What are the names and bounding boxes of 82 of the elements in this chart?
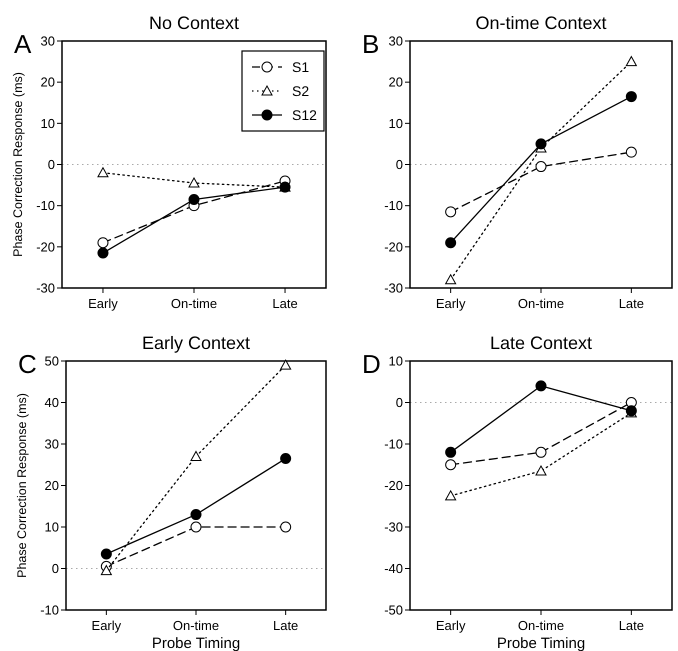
point xyxy=(445,274,456,284)
x-tick-label: On-time xyxy=(518,296,564,311)
x-tick-label: On-time xyxy=(518,618,564,633)
y-tick-label: -30 xyxy=(384,280,403,296)
y-tick-label: 20 xyxy=(44,478,59,494)
x-tick-label: On-time xyxy=(172,618,220,633)
legend-label: S2 xyxy=(292,82,310,99)
x-tick-label: Late xyxy=(618,618,644,633)
point xyxy=(280,522,292,532)
text: C xyxy=(18,349,37,379)
chart-title: On-time Context xyxy=(475,13,607,33)
y-tick-label: -10 xyxy=(384,198,403,214)
point xyxy=(445,459,456,470)
text: A xyxy=(14,29,32,59)
y-tick-label: -20 xyxy=(384,478,403,494)
y-tick-label: 0 xyxy=(396,395,403,410)
point xyxy=(536,446,546,458)
point xyxy=(445,446,456,458)
y-tick-label: -30 xyxy=(384,520,403,535)
point xyxy=(97,167,108,178)
x-tick-label: On-time xyxy=(170,296,218,311)
point xyxy=(626,146,637,158)
x-axis-title: Probe Timing xyxy=(496,635,586,651)
point xyxy=(190,522,202,532)
point xyxy=(97,237,108,248)
y-tick-label: 40 xyxy=(44,395,59,410)
point xyxy=(445,490,456,500)
y-tick-label: -40 xyxy=(384,561,403,576)
y-tick-label: 10 xyxy=(388,354,403,369)
y-tick-label: -10 xyxy=(36,198,55,214)
x-tick-label: Early xyxy=(436,618,466,633)
y-tick-label: -20 xyxy=(384,239,403,254)
y-axis-title: Phase Correction Response (ms) xyxy=(15,393,29,578)
y-tick-label: 30 xyxy=(40,34,55,49)
y-tick-label: -50 xyxy=(384,602,403,618)
point xyxy=(100,548,112,560)
chart-title: No Context xyxy=(148,13,240,33)
y-tick-label: -30 xyxy=(36,280,55,296)
y-tick-label: 20 xyxy=(388,74,403,90)
point xyxy=(190,450,202,461)
point xyxy=(445,237,456,248)
point xyxy=(445,206,456,218)
point xyxy=(188,194,200,205)
x-tick-label: Late xyxy=(273,618,298,633)
y-tick-label: 0 xyxy=(52,561,59,576)
y-tick-label: 20 xyxy=(40,74,55,90)
point xyxy=(626,91,637,102)
y-axis-title: Phase Correction Response (ms) xyxy=(11,72,25,257)
point xyxy=(100,565,112,576)
text: B xyxy=(362,29,380,59)
x-tick-label: Late xyxy=(272,296,298,311)
text: D xyxy=(362,349,381,379)
point xyxy=(536,161,546,172)
y-tick-label: 30 xyxy=(388,34,403,49)
point xyxy=(97,248,108,259)
y-tick-label: -10 xyxy=(40,602,59,618)
y-tick-label: 0 xyxy=(48,157,55,172)
x-tick-label: Late xyxy=(618,296,644,311)
point xyxy=(626,56,637,66)
y-tick-label: -10 xyxy=(384,436,403,452)
point xyxy=(536,465,546,476)
point xyxy=(188,178,200,188)
point xyxy=(536,138,546,150)
point xyxy=(190,509,202,520)
x-tick-label: Early xyxy=(88,296,118,311)
chart-title: Early Context xyxy=(142,333,250,353)
y-tick-label: 0 xyxy=(396,157,403,172)
legend-label: S12 xyxy=(292,106,318,123)
y-tick-label: -20 xyxy=(36,239,55,254)
y-tick-label: 10 xyxy=(40,116,55,131)
point xyxy=(280,360,292,370)
chart-title: Late Context xyxy=(490,333,592,353)
point xyxy=(280,453,292,464)
x-tick-label: Early xyxy=(436,296,466,311)
y-tick-label: 30 xyxy=(44,436,59,452)
legend-label: S1 xyxy=(292,58,310,75)
y-tick-label: 10 xyxy=(388,116,403,131)
x-axis-title: Probe Timing xyxy=(152,635,240,651)
x-tick-label: Early xyxy=(92,618,122,633)
y-tick-label: 10 xyxy=(44,520,59,535)
y-tick-label: 50 xyxy=(44,354,59,369)
point xyxy=(536,380,546,392)
